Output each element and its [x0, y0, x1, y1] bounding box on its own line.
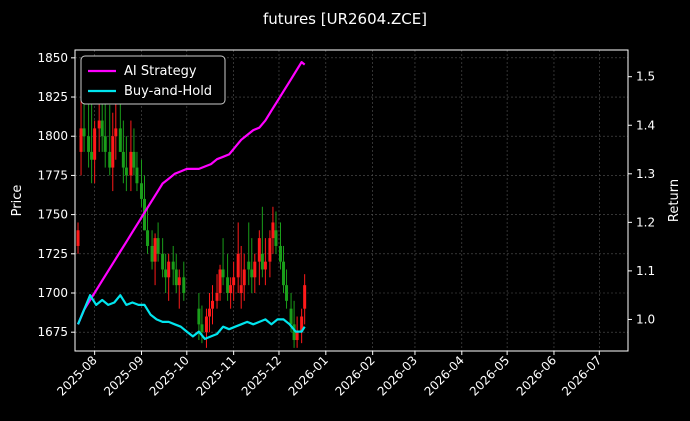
series-line-ai-strategy: [76, 60, 306, 325]
candle-body: [271, 222, 275, 239]
candle-body: [303, 285, 307, 309]
candle-body: [229, 285, 233, 293]
y-right-tick-label: 1.4: [636, 118, 655, 132]
candle-body: [250, 269, 254, 278]
y-right-tick-label: 1.3: [636, 167, 655, 181]
candle-body: [215, 292, 219, 301]
candle-body: [247, 261, 251, 270]
y-left-tick-label: 1725: [37, 247, 68, 261]
candle-body: [79, 128, 83, 152]
y-axis-label-right: Return: [667, 179, 682, 222]
candle-body: [111, 136, 115, 168]
y-left-tick-label: 1775: [37, 168, 68, 182]
series-line-buy-and-hold: [76, 294, 306, 340]
y-left-tick-label: 1700: [37, 286, 68, 300]
candle-body: [114, 128, 118, 137]
candle-body: [177, 277, 181, 286]
y-left-tick-label: 1750: [37, 208, 68, 222]
candle-body: [207, 308, 211, 317]
candle-body: [285, 285, 289, 301]
candle-body: [103, 136, 107, 152]
candle-body: [182, 277, 186, 293]
candle-body: [274, 230, 278, 246]
series-layer: [76, 60, 306, 340]
candle-body: [253, 261, 257, 278]
candle-body: [200, 324, 204, 333]
legend: AI Strategy Buy-and-Hold: [80, 55, 226, 105]
candle-body: [132, 151, 136, 168]
legend-label: AI Strategy: [124, 64, 197, 79]
candle-body: [226, 277, 230, 293]
legend-box: [80, 55, 226, 105]
candle-body: [97, 120, 101, 129]
legend-label: Buy-and-Hold: [124, 84, 212, 99]
candle-body: [292, 324, 296, 341]
candle-body: [135, 167, 139, 184]
candle-body: [236, 253, 240, 278]
y-right-tick-label: 1.2: [636, 215, 655, 229]
candle-body: [167, 261, 171, 278]
candle-body: [87, 136, 91, 152]
candle-body: [76, 230, 80, 246]
y-right-tick-label: 1.1: [636, 264, 655, 278]
y-left-tick-label: 1850: [37, 51, 68, 65]
candle-body: [197, 308, 201, 325]
candle-body: [124, 167, 128, 176]
candle-body: [146, 230, 150, 246]
candle-body: [221, 269, 225, 278]
candle-body: [278, 245, 282, 262]
y-right-tick-label: 1.0: [636, 312, 655, 326]
candle-body: [93, 128, 97, 160]
candle-body: [82, 128, 86, 137]
chart-title: futures [UR2604.ZCE]: [263, 10, 427, 28]
candle-body: [239, 285, 243, 293]
candle-body: [164, 269, 168, 278]
y-left-tick-label: 1675: [37, 325, 68, 339]
candle-body: [121, 151, 125, 168]
candle-body: [118, 128, 122, 152]
candle-body: [263, 261, 267, 270]
candle-body: [100, 120, 104, 137]
candle-body: [90, 151, 94, 160]
candle-body: [171, 261, 175, 270]
candle-body: [153, 238, 157, 262]
candle-body: [139, 183, 143, 199]
candle-body: [232, 277, 236, 286]
candle-body: [129, 151, 133, 176]
candle-body: [150, 245, 154, 262]
plot-frame: [74, 49, 629, 352]
candle-body: [210, 300, 214, 309]
candle-body: [268, 238, 272, 262]
candle-body: [242, 269, 246, 286]
candle-body: [218, 269, 222, 293]
y-right-tick-label: 1.5: [636, 70, 655, 84]
y-left-tick-label: 1800: [37, 129, 68, 143]
candle-body: [289, 308, 293, 325]
y-left-tick-label: 1825: [37, 90, 68, 104]
candle-body: [300, 316, 304, 333]
candle-body: [257, 238, 261, 262]
candle-body: [282, 261, 286, 286]
candle-body: [295, 332, 299, 341]
candle-body: [161, 253, 165, 270]
candle-body: [204, 316, 208, 333]
candle-body: [174, 269, 178, 286]
candle-body: [260, 253, 264, 270]
candle-body: [108, 151, 112, 168]
candle-body: [156, 238, 160, 254]
y-axis-label-left: Price: [10, 185, 25, 217]
